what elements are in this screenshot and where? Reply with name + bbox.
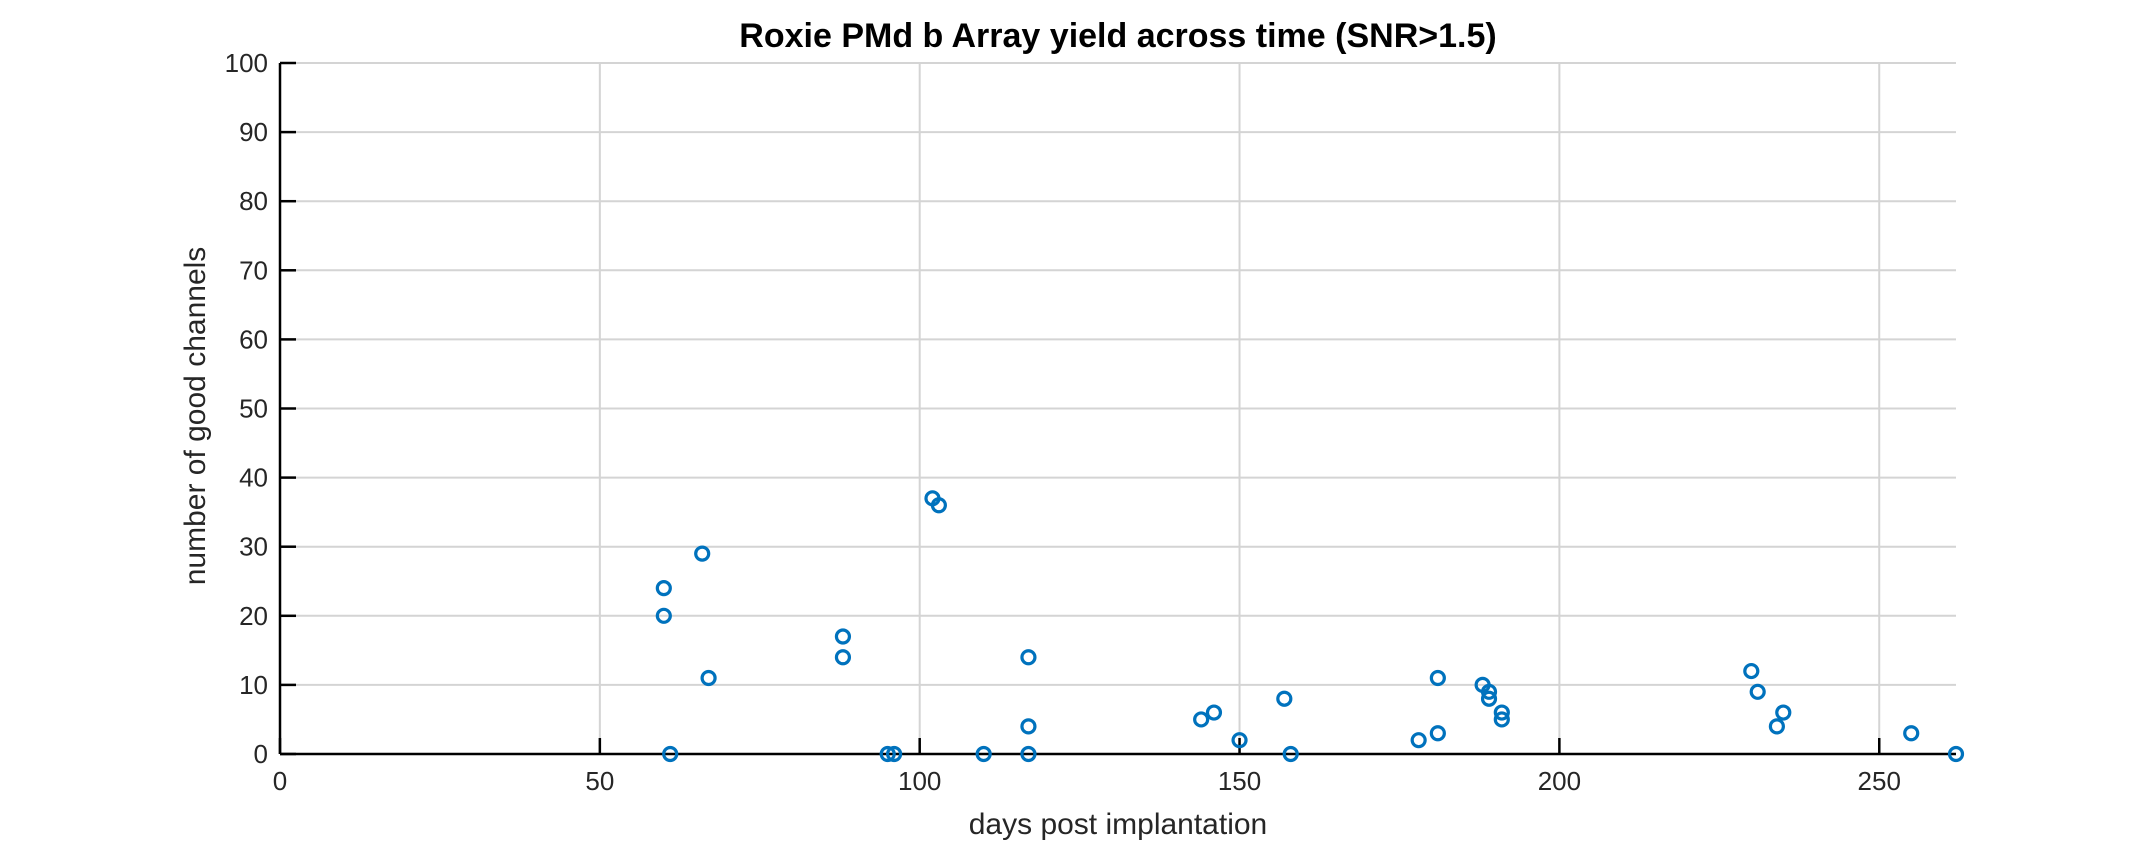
x-tick-label: 150 [1218, 766, 1261, 796]
chart-title: Roxie PMd b Array yield across time (SNR… [739, 17, 1496, 55]
x-tick-label: 100 [898, 766, 941, 796]
y-axis-label: number of good channels [179, 247, 212, 586]
y-tick-label: 50 [239, 394, 268, 424]
y-tick-label: 20 [239, 601, 268, 631]
data-point [1231, 732, 1248, 749]
tick-labels: 0 50 100 150 200 250 0 10 20 30 40 50 60 70 80 90 100 [225, 48, 1901, 796]
data-point [1947, 745, 1965, 763]
data-point [1480, 690, 1498, 707]
x-tick-label: 250 [1858, 766, 1901, 796]
y-tick-label: 60 [239, 324, 268, 354]
x-tick-label: 200 [1538, 766, 1581, 796]
data-point [1775, 704, 1792, 721]
data-point [662, 745, 679, 763]
data-point [1020, 649, 1037, 666]
data-points [655, 490, 1965, 763]
data-point [1480, 683, 1498, 700]
data-point [1020, 745, 1037, 763]
y-tick-label: 0 [254, 739, 268, 769]
data-point [1743, 662, 1760, 680]
data-point [694, 545, 711, 562]
data-point [834, 628, 852, 645]
data-point [1429, 669, 1446, 687]
data-point [975, 745, 992, 763]
data-point [879, 745, 896, 763]
y-tick-label: 70 [239, 255, 268, 285]
data-point [1205, 704, 1223, 721]
data-point [655, 580, 672, 597]
y-tick-label: 90 [239, 117, 268, 147]
y-tick-label: 40 [239, 463, 268, 493]
y-tick-label: 10 [239, 670, 268, 700]
x-tick-label: 0 [273, 766, 287, 796]
data-point [1282, 745, 1299, 763]
y-tick-label: 100 [225, 48, 268, 78]
axes [278, 61, 1956, 756]
grid-lines [279, 62, 1956, 755]
x-tick-label: 50 [585, 766, 614, 796]
y-tick-label: 30 [239, 532, 268, 562]
data-point [655, 607, 672, 624]
data-point [1193, 711, 1210, 728]
data-point [1493, 711, 1510, 728]
data-point [1903, 725, 1920, 742]
data-point [1410, 732, 1427, 749]
data-point [1020, 718, 1037, 735]
data-point [1493, 704, 1510, 721]
data-point [886, 745, 903, 763]
data-point [1768, 718, 1785, 735]
data-point [834, 649, 852, 666]
data-point [1276, 690, 1293, 707]
data-point [700, 669, 717, 687]
x-axis-label: days post implantation [969, 808, 1268, 841]
data-point [930, 497, 947, 514]
data-point [1429, 725, 1446, 742]
y-tick-label: 80 [239, 186, 268, 216]
data-point [1749, 683, 1766, 700]
